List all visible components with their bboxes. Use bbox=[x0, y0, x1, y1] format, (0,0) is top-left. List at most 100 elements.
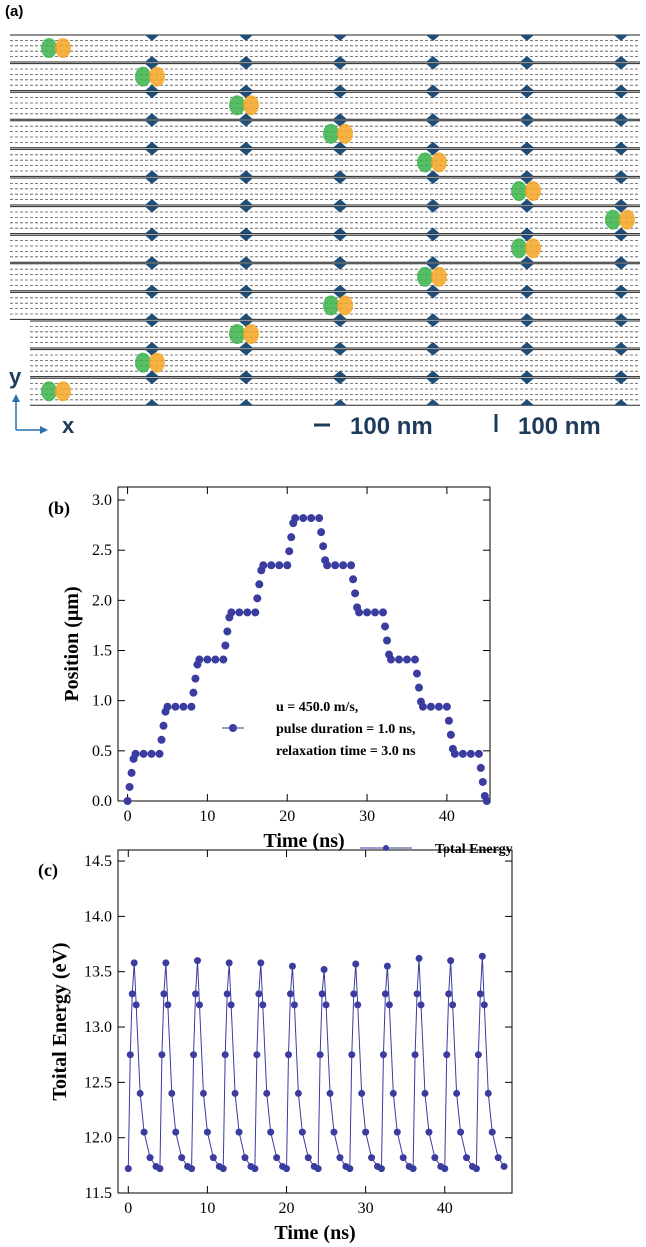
notch bbox=[145, 92, 159, 99]
x-tick-label: 10 bbox=[199, 808, 215, 825]
notch bbox=[145, 263, 159, 270]
notch bbox=[333, 178, 347, 184]
data-point bbox=[192, 990, 200, 998]
notch bbox=[520, 313, 534, 320]
data-point bbox=[188, 1165, 196, 1173]
data-point bbox=[322, 1001, 330, 1009]
data-point bbox=[500, 1162, 508, 1170]
notch bbox=[145, 370, 159, 377]
data-point bbox=[191, 674, 200, 683]
y-tick-label: 14.5 bbox=[84, 853, 112, 870]
data-point bbox=[316, 1051, 324, 1059]
domain-wall bbox=[149, 352, 165, 373]
data-point bbox=[294, 1089, 302, 1097]
data-point bbox=[381, 622, 390, 631]
data-point bbox=[472, 1165, 480, 1173]
notch bbox=[239, 206, 253, 213]
notch bbox=[520, 120, 534, 127]
notch bbox=[426, 120, 440, 127]
domain-wall bbox=[431, 152, 447, 173]
data-point bbox=[447, 957, 455, 965]
notch bbox=[520, 349, 534, 356]
data-point bbox=[383, 962, 391, 970]
notch bbox=[426, 56, 440, 62]
notch bbox=[239, 256, 253, 263]
notch bbox=[614, 342, 628, 348]
notch bbox=[520, 342, 534, 348]
data-point bbox=[130, 959, 138, 967]
notch bbox=[333, 63, 347, 70]
notch bbox=[520, 113, 534, 120]
notch bbox=[520, 56, 534, 62]
legend-marker bbox=[383, 845, 389, 851]
notch bbox=[614, 349, 628, 356]
notch bbox=[614, 292, 628, 299]
legend-text: relaxation time = 3.0 ns bbox=[276, 744, 416, 759]
domain-wall bbox=[55, 38, 71, 58]
data-point bbox=[446, 730, 455, 739]
notch bbox=[520, 284, 534, 291]
notch bbox=[333, 313, 347, 320]
data-point bbox=[257, 959, 265, 967]
notch bbox=[145, 235, 159, 242]
data-point bbox=[399, 1154, 407, 1162]
axis-y-label: y bbox=[9, 364, 22, 389]
notch bbox=[239, 235, 253, 242]
data-point bbox=[314, 1165, 322, 1173]
notch bbox=[426, 149, 440, 156]
domain-wall bbox=[243, 95, 259, 116]
notch bbox=[426, 378, 440, 385]
notch bbox=[426, 256, 440, 263]
notch bbox=[426, 170, 440, 177]
domain-wall bbox=[135, 352, 151, 373]
domain-wall bbox=[525, 238, 541, 259]
data-point bbox=[488, 1128, 496, 1136]
domain-wall bbox=[323, 123, 339, 144]
notch bbox=[614, 263, 628, 270]
data-point bbox=[352, 960, 360, 968]
data-point bbox=[474, 1051, 482, 1059]
data-point bbox=[371, 608, 380, 617]
notch bbox=[145, 321, 159, 327]
data-point bbox=[199, 1089, 207, 1097]
data-point bbox=[415, 954, 423, 962]
data-point bbox=[156, 1165, 164, 1173]
data-point bbox=[354, 1001, 362, 1009]
data-point bbox=[203, 655, 212, 664]
notch bbox=[614, 120, 628, 127]
notch bbox=[426, 349, 440, 356]
data-point bbox=[394, 655, 403, 664]
data-point bbox=[164, 1001, 172, 1009]
data-point bbox=[319, 542, 328, 551]
notch bbox=[145, 141, 159, 148]
data-point bbox=[273, 1154, 281, 1162]
data-point bbox=[195, 655, 204, 664]
notch bbox=[145, 113, 159, 120]
data-point bbox=[450, 749, 459, 758]
domain-wall bbox=[243, 324, 259, 344]
notch bbox=[239, 141, 253, 148]
y-tick-label: 13.0 bbox=[84, 1019, 112, 1036]
data-point bbox=[421, 1089, 429, 1097]
data-point bbox=[123, 797, 132, 805]
notch bbox=[520, 256, 534, 263]
notch bbox=[333, 120, 347, 127]
notch bbox=[145, 378, 159, 385]
data-point bbox=[163, 702, 172, 711]
data-point bbox=[139, 749, 148, 758]
data-point bbox=[127, 768, 136, 777]
data-point bbox=[466, 749, 475, 758]
y-tick-label: 11.5 bbox=[85, 1185, 112, 1202]
data-point bbox=[283, 561, 292, 570]
axis-x-label: x bbox=[62, 413, 75, 438]
notch bbox=[239, 92, 253, 99]
notch bbox=[333, 141, 347, 148]
data-point bbox=[383, 636, 392, 645]
notch bbox=[520, 149, 534, 156]
data-point bbox=[223, 990, 231, 998]
data-point bbox=[162, 959, 170, 967]
data-point bbox=[219, 1165, 227, 1173]
notch bbox=[520, 92, 534, 99]
data-point bbox=[387, 655, 396, 664]
notch bbox=[333, 378, 347, 385]
